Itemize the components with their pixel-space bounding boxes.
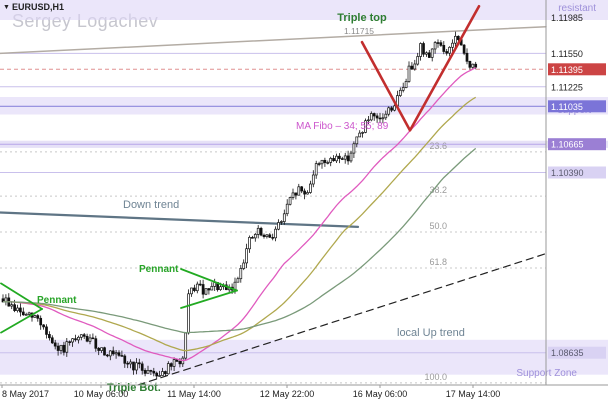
time-axis-label: 17 May 14:00 [446,389,501,399]
price-axis-label: 1.11395 [551,65,583,75]
pennant-2-lower [180,289,238,309]
support-zone-label: Support Zone [516,368,577,379]
time-axis-label: 11 May 14:00 [167,389,221,399]
pennant-1-lower [0,308,43,334]
price-axis-label: 1.11550 [551,49,583,59]
price-axis-label-bg [548,138,606,151]
time-axis-label: 12 May 22:00 [260,389,315,399]
time-axis-label: 16 May 06:00 [353,389,408,399]
ma-55-line [2,96,477,352]
price-axis-label: 1.11225 [551,82,583,92]
pennant-2-upper [180,268,238,292]
ma-34-line [2,67,476,362]
price-axis-label-bg [548,63,606,76]
ma-fibo-label: MA Fibo – 34; 55; 89 [296,121,389,132]
symbol-label: ▼ EURUSD,H1 [3,2,64,12]
local-up-trend-label: local Up trend [397,327,465,339]
support-zone-lower [0,339,608,375]
price-axis-label: 1.11985 [551,13,583,23]
fib-label-61.8: 61.8 [429,257,447,267]
pennant-2-label: Pennant [139,264,179,275]
price-axis-label-bg [548,346,606,359]
candlesticks [1,31,478,380]
fib-label-50.0: 50.0 [429,221,447,231]
time-axis-label: 10 May 06:00 [74,389,129,399]
peak-price-label: 1.11715 [344,26,374,36]
projected-path [360,4,481,132]
upper-channel-line [0,25,547,55]
price-axis-label: 1.08635 [551,348,584,358]
chart-dropdown-icon: ▼ [3,3,10,11]
triple-top-label: Triple top [337,12,387,24]
fib-label-38.2: 38.2 [429,185,447,195]
price-axis-label: 1.10390 [551,168,584,178]
symbol-text: EURUSD,H1 [11,2,64,12]
ma-89-line [2,147,477,334]
time-axis-label: 8 May 2017 [2,389,49,399]
resistant-zone [0,0,608,20]
down-trend-line [0,211,360,228]
resistant-label: resistant [558,3,596,14]
fib-label-23.6: 23.6 [429,141,447,151]
pennant-1-label: Pennant [37,295,77,306]
price-axis-label: 1.10665 [551,140,584,150]
price-axis-label: 1.11035 [551,102,583,112]
local-up-trend-line [137,253,547,386]
down-trend-label: Down trend [123,199,179,211]
price-axis-label-bg [548,100,606,113]
pennant-1-upper [0,282,43,310]
fib-label-100.0: 100.0 [424,372,447,382]
price-axis-label-bg [548,166,606,179]
